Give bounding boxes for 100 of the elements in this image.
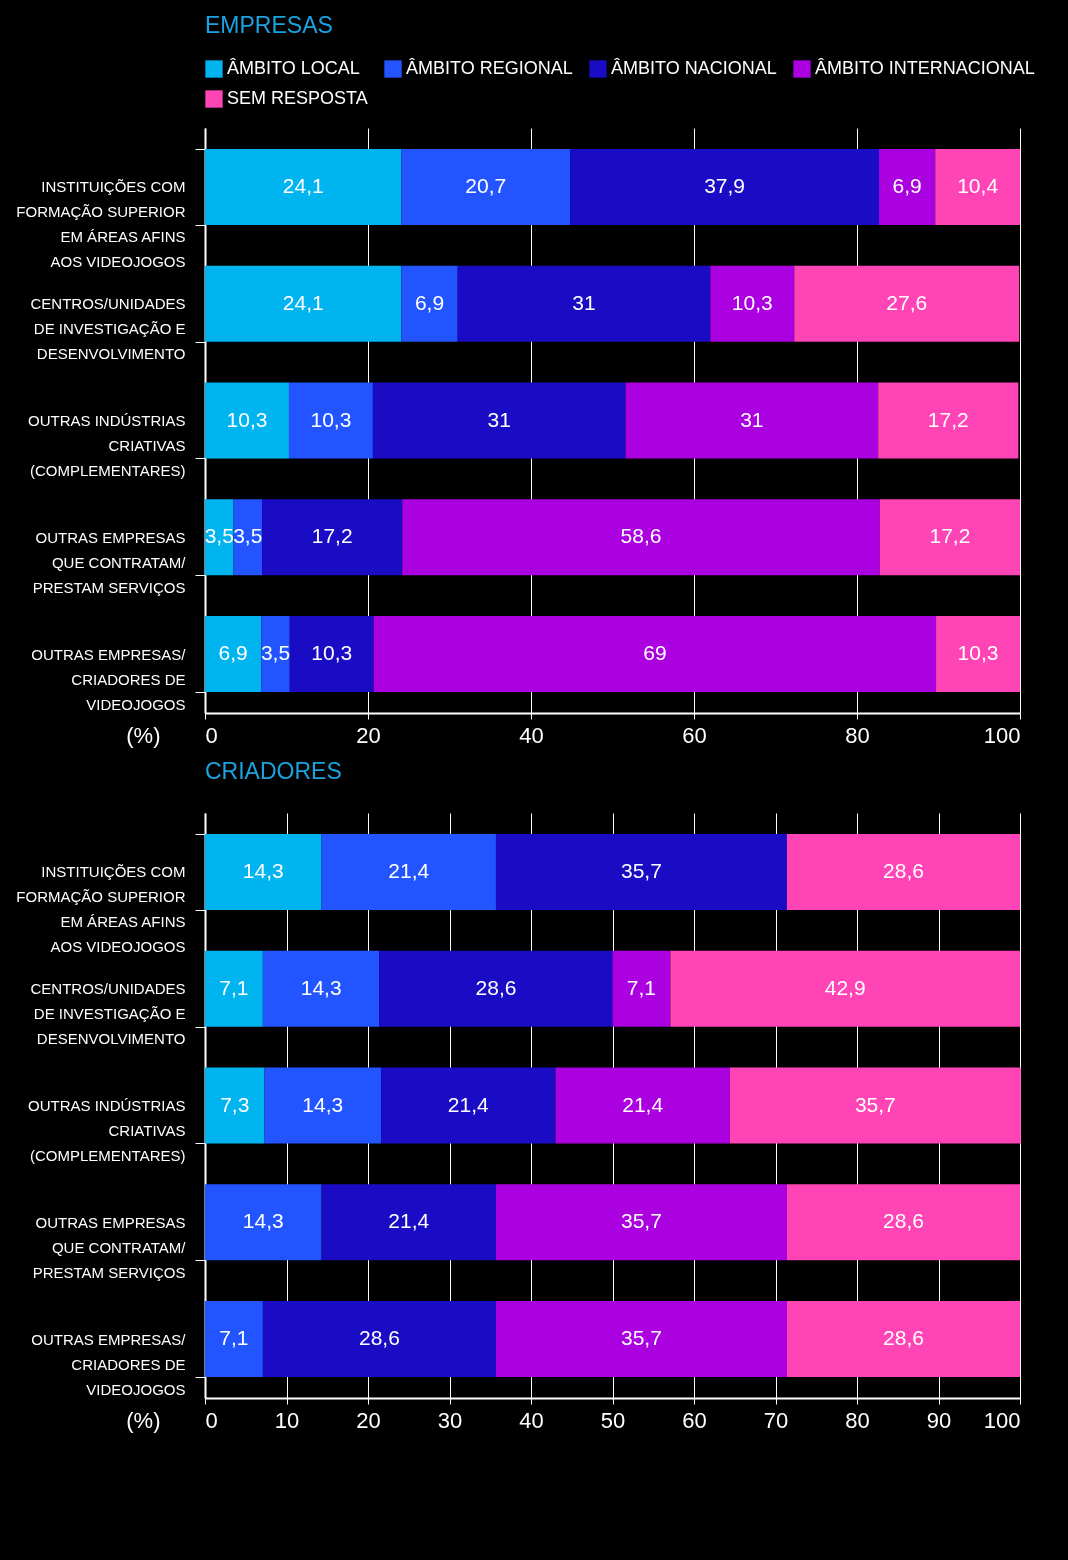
data-label: 28,6 (883, 858, 924, 882)
y-tick-label: CENTROS/UNIDADES DE INVESTIGAÇÃO E DESENVOLVIMENTO (30, 980, 186, 1048)
data-label: 31 (740, 407, 764, 431)
y-tick-label: OUTRAS EMPRESAS QUE CONTRATAM/ PRESTAM SERVIÇOS (32, 528, 187, 596)
x-tick-label: 0 (205, 1407, 218, 1433)
data-label: 35,7 (854, 1092, 896, 1116)
y-tick-label: CENTROS/UNIDADES DE INVESTIGAÇÃO E DESENVOLVIMENTO (30, 295, 186, 363)
bar (205, 1184, 322, 1261)
bar (262, 950, 380, 1027)
x-tick-label: 60 (682, 1407, 707, 1433)
bar (381, 1067, 556, 1144)
x-tick-label: 70 (763, 1407, 789, 1433)
bar (205, 1067, 265, 1144)
bar (321, 1184, 496, 1261)
y-tick-label: INSTITUIÇÕES COM FORMAÇÃO SUPERIOR EM ÁREAS AFINS AOS VIDEOJOGOS (16, 863, 186, 956)
bar (264, 1067, 382, 1144)
data-label: 14,3 (242, 1209, 284, 1233)
data-label: 37,9 (704, 173, 745, 197)
y-tick-label: OUTRAS INDÚSTRIAS CRIATIVAS (COMPLEMENTARES) (27, 1097, 186, 1164)
data-label: 6,9 (892, 173, 922, 197)
bar (786, 1301, 1020, 1377)
data-label: 27,6 (886, 290, 928, 314)
data-label: 31 (487, 407, 511, 431)
data-label: 28,6 (883, 1209, 924, 1233)
x-tick-label: 20 (356, 1407, 381, 1433)
x-tick-label: 90 (926, 1407, 952, 1433)
legend-label: ÂMBITO REGIONAL (406, 58, 573, 78)
data-label: 28,6 (883, 1326, 924, 1350)
x-axis-title: (%) (126, 1407, 161, 1433)
data-label: 14,3 (302, 1092, 344, 1116)
data-label: 10,3 (310, 407, 352, 431)
legend-label: SEM RESPOSTA (227, 88, 368, 108)
x-tick-label: 0 (205, 722, 218, 748)
bar (321, 834, 496, 910)
data-label: 7,1 (219, 975, 249, 999)
x-tick-label: 50 (600, 1407, 626, 1433)
bar (379, 950, 613, 1027)
data-label: 10,4 (957, 173, 999, 197)
data-label: 58,6 (620, 524, 662, 548)
x-tick-label: 60 (682, 722, 707, 748)
bar (262, 1301, 496, 1377)
data-label: 17,2 (311, 524, 353, 548)
bar (612, 950, 671, 1027)
data-label: 14,3 (242, 858, 284, 882)
x-tick-label: 100 (983, 1407, 1021, 1433)
bar (555, 1067, 730, 1144)
bar (786, 834, 1020, 910)
data-label: 7,1 (626, 975, 657, 999)
data-label: 28,6 (358, 1326, 400, 1350)
data-label: 10,3 (957, 641, 999, 665)
y-tick-label: INSTITUIÇÕES COM FORMAÇÃO SUPERIOR EM ÁREAS AFINS AOS VIDEOJOGOS (16, 178, 186, 271)
chart-title: CRIADORES (205, 758, 342, 784)
x-axis-title: (%) (126, 722, 161, 748)
data-label: 28,6 (475, 975, 517, 999)
data-label: 31 (572, 290, 596, 314)
y-tick-label: OUTRAS EMPRESAS/ CRIADORES DE VIDEOJOGOS (31, 645, 187, 713)
legend-label: ÂMBITO NACIONAL (611, 58, 777, 78)
x-tick-label: 40 (519, 722, 544, 748)
y-tick-label: OUTRAS EMPRESAS/ CRIADORES DE VIDEOJOGOS (31, 1330, 187, 1398)
x-tick-label: 80 (845, 722, 870, 748)
data-label: 14,3 (300, 975, 342, 999)
y-tick-label: OUTRAS INDÚSTRIAS CRIATIVAS (COMPLEMENTARES) (27, 412, 186, 479)
data-label: 7,1 (219, 1326, 249, 1350)
bar (495, 1184, 787, 1261)
x-tick-label: 100 (983, 722, 1021, 748)
data-label: 10,3 (311, 641, 353, 665)
bar (205, 950, 263, 1027)
bar (495, 834, 787, 910)
data-label: 24,1 (282, 173, 324, 197)
bar (786, 1184, 1020, 1261)
data-label: 20,7 (465, 173, 507, 197)
data-label: 17,2 (929, 524, 971, 548)
x-tick-label: 80 (845, 1407, 870, 1433)
data-label: 35,7 (620, 1209, 662, 1233)
x-tick-label: 10 (274, 1407, 300, 1433)
bar (205, 834, 322, 910)
data-label: 24,1 (282, 290, 324, 314)
data-label: 3,5 (233, 524, 263, 548)
data-label: 10,3 (226, 407, 268, 431)
data-label: 21,4 (447, 1092, 489, 1116)
data-label: 42,9 (824, 975, 866, 999)
x-tick-label: 20 (356, 722, 381, 748)
data-label: 35,7 (620, 1326, 662, 1350)
data-label: 3,5 (204, 524, 234, 548)
y-tick-label: OUTRAS EMPRESAS QUE CONTRATAM/ PRESTAM SERVIÇOS (32, 1213, 187, 1281)
data-label: 21,4 (622, 1092, 664, 1116)
chart-title: EMPRESAS (205, 12, 333, 38)
data-label: 69 (643, 641, 667, 665)
data-label: 17,2 (927, 407, 969, 431)
x-tick-label: 30 (437, 1407, 463, 1433)
data-label: 35,7 (620, 858, 662, 882)
data-label: 6,9 (414, 290, 445, 314)
legend-label: ÂMBITO INTERNACIONAL (815, 58, 1035, 78)
bar (729, 1067, 1021, 1144)
data-label: 7,3 (220, 1092, 250, 1116)
data-label: 21,4 (388, 1209, 430, 1233)
data-label: 6,9 (218, 641, 248, 665)
data-label: 21,4 (388, 858, 430, 882)
bar (670, 950, 1020, 1027)
bar (205, 1301, 263, 1377)
